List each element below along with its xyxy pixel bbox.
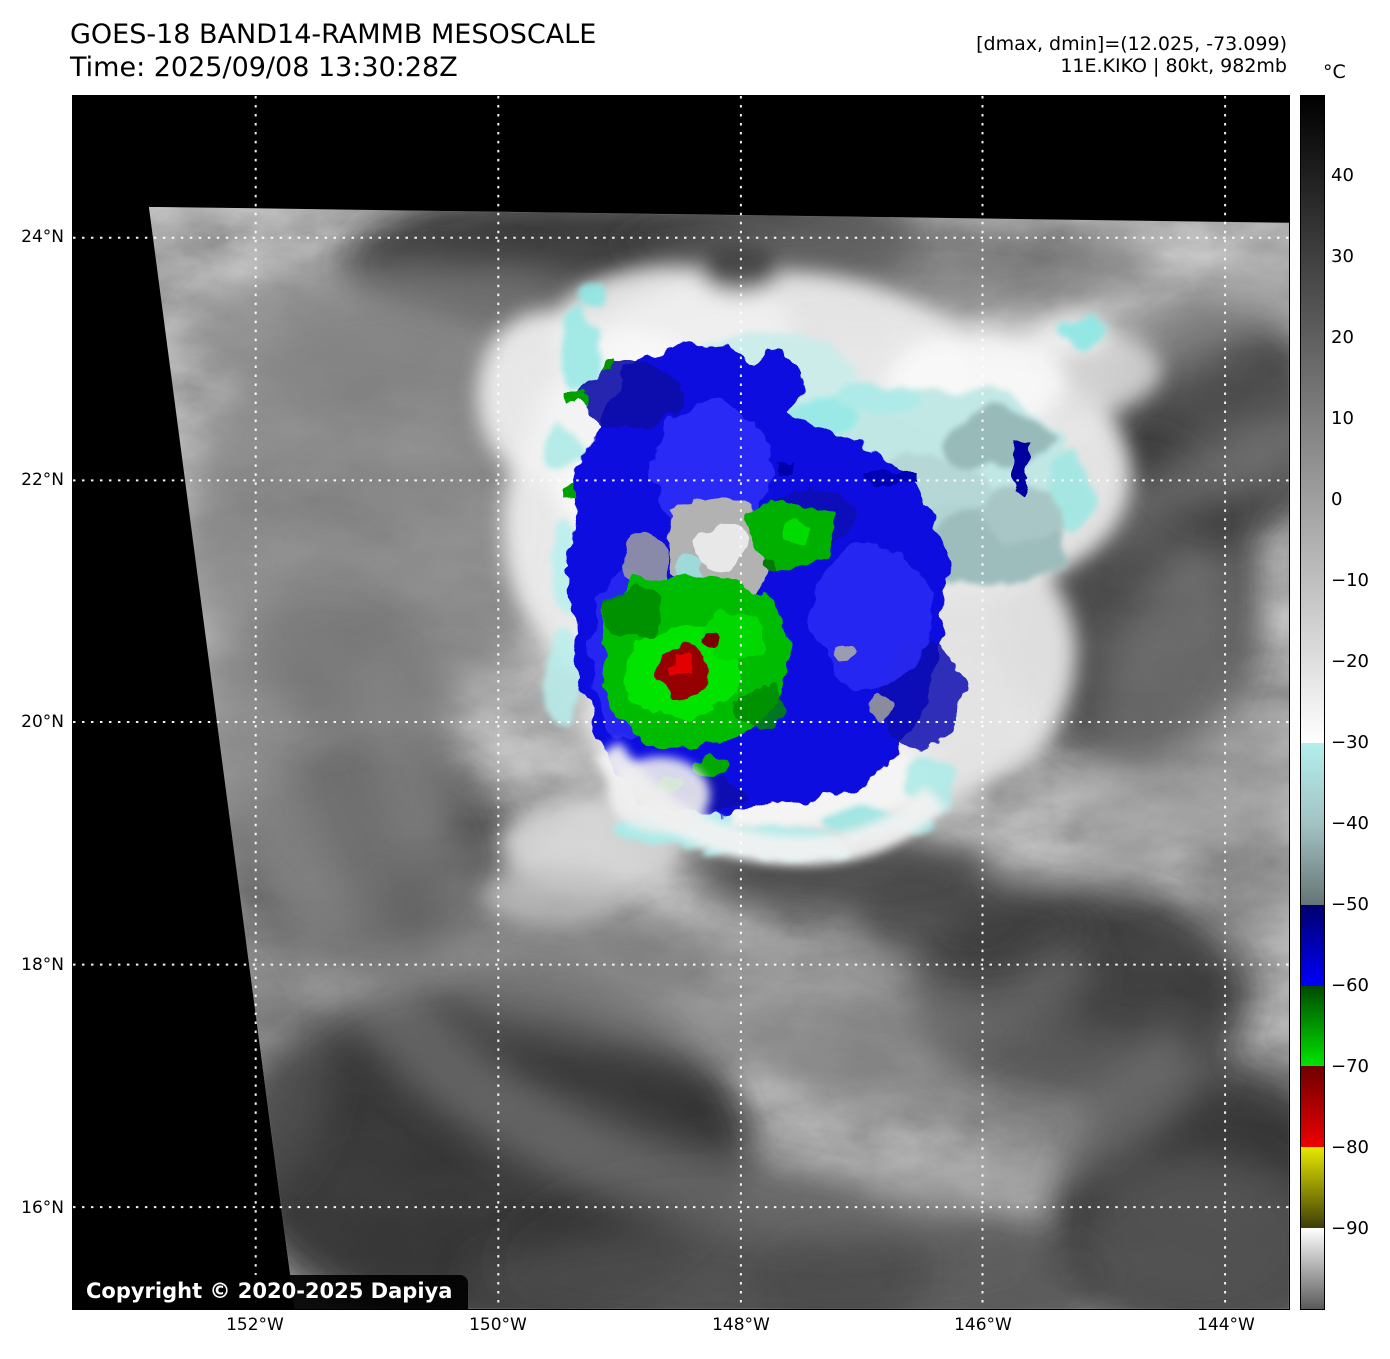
colorbar-tick-label: 30 <box>1331 246 1354 267</box>
colorbar-tick-label: −20 <box>1331 651 1369 672</box>
south-white-rim <box>594 741 947 866</box>
colorbar-tick-label: 40 <box>1331 165 1354 186</box>
colorbar-segment <box>1301 742 1324 824</box>
copyright-badge: Copyright © 2020-2025 Dapiya <box>73 1275 469 1309</box>
title-block: GOES-18 BAND14-RAMMB MESOSCALE Time: 202… <box>70 18 596 84</box>
page-title: GOES-18 BAND14-RAMMB MESOSCALE <box>70 19 597 50</box>
colorbar-tick-label: −30 <box>1331 732 1369 753</box>
colorbar-gradient <box>1300 95 1325 1310</box>
dmax-dmin-readout: [dmax, dmin]=(12.025, -73.099) <box>976 33 1287 55</box>
storm-info: 11E.KIKO | 80kt, 982mb <box>1060 55 1287 77</box>
lat-label-24n: 24°N <box>21 227 64 247</box>
colorbar-tick-label: −50 <box>1331 894 1369 915</box>
red-bright-pixel <box>672 659 689 676</box>
colorbar-segment <box>1301 985 1324 1067</box>
lat-label-18n: 18°N <box>21 955 64 975</box>
timestamp: Time: 2025/09/08 13:30:28Z <box>70 52 458 83</box>
colorbar-segment <box>1301 1147 1324 1229</box>
lon-label-144w: 144°W <box>1197 1315 1255 1335</box>
colorbar-tick-label: −60 <box>1331 975 1369 996</box>
navy-sliver <box>1013 441 1029 494</box>
lon-label-150w: 150°W <box>469 1315 527 1335</box>
colorbar-segment <box>1301 96 1324 743</box>
lat-label-22n: 22°N <box>21 470 64 490</box>
satellite-image <box>73 96 1289 1309</box>
data-region <box>148 206 1289 1309</box>
colorbar-segment <box>1301 1228 1324 1309</box>
colorbar-tick-label: −90 <box>1331 1218 1369 1239</box>
colorbar-tick-label: 20 <box>1331 327 1354 348</box>
cold-core <box>564 344 1029 815</box>
lat-label-16n: 16°N <box>21 1198 64 1218</box>
colorbar-segment <box>1301 823 1324 905</box>
colorbar-unit-label: °C <box>1323 61 1346 83</box>
colorbar-tick-label: −80 <box>1331 1137 1369 1158</box>
colorbar-tick-label: 0 <box>1331 489 1343 510</box>
navy-sliver <box>867 473 920 487</box>
satellite-map: Copyright © 2020-2025 Dapiya <box>72 95 1290 1310</box>
header-right: [dmax, dmin]=(12.025, -73.099) 11E.KIKO … <box>976 33 1287 77</box>
colorbar-tick-label: −40 <box>1331 813 1369 834</box>
lon-label-148w: 148°W <box>712 1315 770 1335</box>
lat-label-20n: 20°N <box>21 712 64 732</box>
colorbar-tick-label: −10 <box>1331 570 1369 591</box>
lon-label-146w: 146°W <box>954 1315 1012 1335</box>
colorbar-segment <box>1301 1066 1324 1148</box>
lon-label-152w: 152°W <box>226 1315 284 1335</box>
colorbar-segment <box>1301 904 1324 986</box>
colorbar-tick-label: −70 <box>1331 1056 1369 1077</box>
colorbar-tick-label: 10 <box>1331 408 1354 429</box>
